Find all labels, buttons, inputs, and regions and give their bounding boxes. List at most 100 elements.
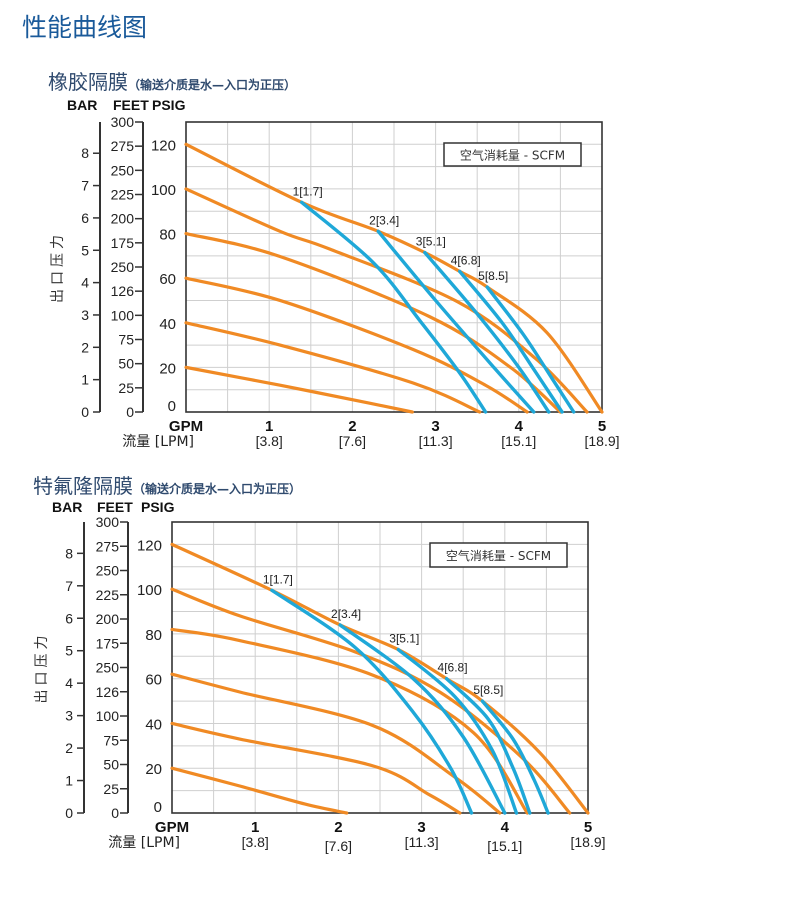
air-curve-label: 3[5.1]	[416, 235, 446, 249]
pressure-curve	[170, 672, 502, 815]
chart-1-title: 橡胶隔膜	[48, 70, 128, 94]
psig-tick-label: 60	[145, 672, 162, 689]
x-axis-label-gpm: GPM	[169, 418, 203, 435]
feet-tick-label: 100	[96, 708, 120, 724]
x-tick-label: 3	[431, 418, 439, 435]
bar-unit-header: BAR	[52, 499, 82, 515]
air-consumption-curve	[423, 250, 551, 414]
pressure-curve	[184, 276, 529, 414]
chart-1: 1[1.7] 2[3.4] 3[5.1] 4[6.8] 5[8.5] 空气消耗量 - SC…	[50, 97, 620, 450]
x-tick-label: 1	[251, 819, 259, 836]
bar-tick-label: 3	[81, 307, 89, 323]
page-title: 性能曲线图	[22, 13, 148, 42]
psig-tick-label: 0	[168, 398, 176, 415]
bar-tick-label: 1	[81, 372, 89, 388]
chart-1-heading: 橡胶隔膜（输送介质是水—入口为正压）	[48, 66, 296, 95]
legend-label: 空气消耗量 - SCFM	[460, 148, 565, 163]
bar-tick-label: 2	[81, 339, 89, 355]
psig-tick-label: 60	[159, 271, 176, 288]
feet-tick-label: 175	[96, 635, 120, 651]
air-curve-label: 2[3.4]	[331, 607, 361, 621]
feet-tick-label: 0	[126, 404, 134, 420]
chart-2-subtitle: （输送介质是水—入口为正压）	[133, 482, 302, 496]
chart-2: 1[1.7] 2[3.4] 3[5.1] 4[6.8] 5[8.5] 空气消耗量 - SC…	[34, 499, 606, 854]
feet-unit-header: FEET	[97, 499, 133, 515]
pressure-curve	[184, 365, 414, 414]
feet-tick-label: 300	[111, 114, 135, 130]
pressure-curve	[170, 721, 462, 815]
feet-tick-label: 100	[111, 307, 135, 323]
bar-tick-label: 8	[81, 145, 89, 161]
bar-unit-header: BAR	[67, 97, 97, 113]
psig-tick-label: 80	[159, 227, 176, 244]
air-consumption-curve	[444, 676, 532, 815]
y-axis-label: 出口压力	[50, 231, 66, 303]
psig-tick-label: 0	[154, 799, 162, 816]
bar-tick-label: 7	[81, 178, 89, 194]
feet-tick-label: 200	[96, 611, 120, 627]
psig-tick-label: 100	[151, 182, 176, 199]
bar-tick-label: 1	[65, 773, 73, 789]
x-tick-label-lpm: [7.6]	[325, 838, 352, 854]
bar-tick-label: 0	[81, 404, 89, 420]
air-consumption-curve	[458, 269, 564, 414]
legend-label: 空气消耗量 - SCFM	[446, 548, 551, 563]
x-tick-label: 1	[265, 418, 273, 435]
air-consumption-curve	[338, 623, 507, 815]
psig-tick-label: 120	[151, 137, 176, 154]
psig-tick-label: 120	[137, 537, 162, 554]
x-tick-label-lpm: [15.1]	[501, 433, 536, 449]
x-tick-label: 2	[334, 819, 342, 836]
air-curve-label: 3[5.1]	[389, 632, 419, 646]
feet-tick-label: 250	[96, 660, 120, 676]
feet-tick-label: 75	[103, 732, 119, 748]
pressure-curve	[184, 231, 562, 414]
bar-tick-label: 4	[81, 275, 89, 291]
plot-frame	[171, 521, 589, 814]
bar-tick-label: 5	[81, 242, 89, 258]
x-tick-label: 5	[584, 819, 592, 836]
psig-tick-label: 100	[137, 582, 162, 599]
bar-tick-label: 4	[65, 675, 73, 691]
feet-tick-label: 225	[111, 187, 135, 203]
feet-tick-label: 25	[103, 781, 119, 797]
x-tick-label: 3	[417, 819, 425, 836]
pressure-curve	[184, 321, 482, 414]
feet-tick-label: 275	[111, 138, 135, 154]
x-tick-label-lpm: [11.3]	[419, 433, 453, 449]
x-tick-label-lpm: [3.8]	[242, 834, 269, 850]
bar-tick-label: 0	[65, 805, 73, 821]
feet-tick-label: 300	[96, 514, 120, 530]
x-tick-label-lpm: [3.8]	[256, 433, 283, 449]
plot-frame	[185, 121, 603, 413]
air-curve-label: 5[8.5]	[473, 683, 503, 697]
pressure-curve	[170, 766, 349, 815]
feet-tick-label: 75	[118, 332, 134, 348]
pressure-curve	[170, 627, 529, 815]
air-consumption-curve	[299, 200, 488, 414]
feet-tick-label: 126	[96, 684, 120, 700]
x-tick-label-lpm: [15.1]	[487, 838, 522, 854]
legend-box	[429, 542, 568, 568]
x-tick-label-lpm: [11.3]	[405, 834, 439, 850]
bar-tick-label: 3	[65, 708, 73, 724]
psig-tick-label: 20	[159, 360, 176, 377]
air-consumption-curve	[396, 647, 519, 815]
feet-tick-label: 0	[111, 805, 119, 821]
feet-tick-label: 275	[96, 538, 120, 554]
air-curve-label: 2[3.4]	[369, 213, 399, 227]
chart-2-heading: 特氟隆隔膜（输送介质是水—入口为正压）	[33, 470, 301, 499]
feet-tick-label: 250	[111, 259, 135, 275]
air-curve-label: 4[6.8]	[438, 661, 468, 675]
feet-tick-label: 225	[96, 587, 120, 603]
feet-tick-label: 175	[111, 235, 135, 251]
air-consumption-curve	[485, 285, 576, 414]
x-tick-label: 4	[501, 819, 510, 836]
bar-tick-label: 8	[65, 545, 73, 561]
bar-tick-label: 6	[81, 210, 89, 226]
feet-tick-label: 50	[118, 356, 134, 372]
bar-tick-label: 2	[65, 740, 73, 756]
air-curve-label: 1[1.7]	[293, 184, 323, 198]
psig-tick-label: 20	[145, 761, 162, 778]
